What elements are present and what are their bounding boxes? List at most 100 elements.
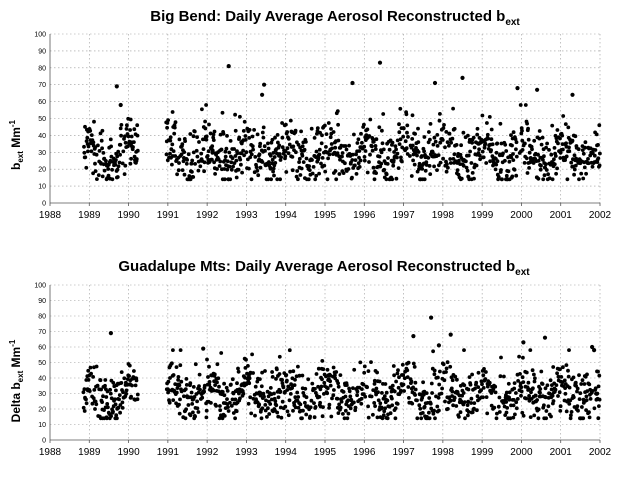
data-point <box>324 132 329 137</box>
data-point <box>333 169 338 173</box>
data-point <box>380 391 384 395</box>
data-point <box>197 140 201 144</box>
data-point <box>571 395 576 400</box>
data-point <box>359 401 364 406</box>
data-point <box>212 160 217 165</box>
data-point <box>222 167 227 171</box>
data-point <box>442 123 446 127</box>
data-point <box>290 168 295 173</box>
data-point <box>225 389 230 393</box>
data-point <box>377 125 382 130</box>
data-point <box>89 371 93 376</box>
data-point <box>291 369 296 374</box>
data-point <box>83 124 87 129</box>
data-point <box>219 351 224 355</box>
data-point <box>360 140 364 145</box>
data-point <box>177 161 181 165</box>
data-point <box>511 152 515 156</box>
data-point <box>260 160 265 164</box>
data-point <box>206 149 211 154</box>
data-point <box>119 133 123 138</box>
data-point <box>464 165 469 170</box>
data-point <box>296 364 300 369</box>
data-point <box>271 169 275 174</box>
data-point <box>211 138 216 143</box>
data-point <box>572 153 577 158</box>
data-point <box>135 397 140 402</box>
data-point <box>260 406 265 411</box>
data-point <box>86 144 91 149</box>
data-point <box>115 154 120 159</box>
data-point <box>249 152 254 157</box>
y-tick-label: 0 <box>42 201 46 208</box>
data-point <box>295 169 300 173</box>
data-point <box>413 380 418 385</box>
data-point <box>296 405 301 410</box>
data-point <box>230 377 235 382</box>
data-point <box>273 135 277 140</box>
data-point <box>84 401 89 406</box>
data-point <box>547 148 551 152</box>
data-point <box>597 404 601 408</box>
data-point <box>532 413 537 418</box>
data-point-outlier <box>262 82 267 87</box>
data-point <box>170 110 175 114</box>
data-point <box>404 146 409 151</box>
data-point <box>89 133 94 138</box>
data-point <box>394 176 399 181</box>
data-point <box>373 144 378 148</box>
data-point <box>418 392 423 397</box>
data-point <box>441 156 445 161</box>
data-point <box>390 383 395 388</box>
data-point <box>334 370 339 374</box>
data-point <box>225 134 229 138</box>
data-point <box>465 403 470 407</box>
data-point <box>103 378 108 382</box>
data-point <box>129 394 134 399</box>
data-point <box>383 406 387 411</box>
data-point <box>387 147 392 152</box>
data-point <box>294 374 299 379</box>
data-point <box>320 133 324 138</box>
data-point <box>374 137 379 142</box>
y-tick-label: 70 <box>38 82 46 89</box>
data-point <box>350 175 354 180</box>
data-point <box>229 404 234 408</box>
x-tick-label: 1989 <box>78 210 101 221</box>
data-point <box>530 147 534 152</box>
x-tick-label: 2001 <box>550 447 573 458</box>
data-point <box>216 389 221 394</box>
x-tick-label: 1994 <box>275 210 298 221</box>
data-point <box>409 379 414 384</box>
data-point <box>297 373 302 378</box>
data-point <box>324 145 328 149</box>
data-point <box>108 387 112 392</box>
data-point <box>503 158 507 163</box>
data-point <box>114 158 118 162</box>
data-point <box>293 128 298 133</box>
data-point <box>293 405 298 410</box>
data-point <box>202 169 207 174</box>
data-point <box>355 141 360 145</box>
data-point <box>484 161 489 165</box>
data-point <box>335 109 340 113</box>
data-point-outlier <box>515 86 520 91</box>
data-point <box>280 378 284 382</box>
data-point <box>540 382 545 386</box>
data-point <box>92 388 97 392</box>
data-point <box>551 399 556 403</box>
data-point <box>475 126 480 131</box>
data-point <box>86 378 91 382</box>
data-point <box>190 158 195 163</box>
data-point <box>232 147 237 151</box>
data-point <box>371 165 376 170</box>
data-point <box>556 394 560 398</box>
data-point <box>550 177 555 182</box>
data-point-outlier <box>448 332 453 337</box>
data-point <box>244 357 248 362</box>
data-point <box>275 410 280 415</box>
data-point <box>210 144 215 149</box>
data-point <box>192 129 197 134</box>
data-point <box>513 412 517 417</box>
data-point <box>243 138 248 142</box>
